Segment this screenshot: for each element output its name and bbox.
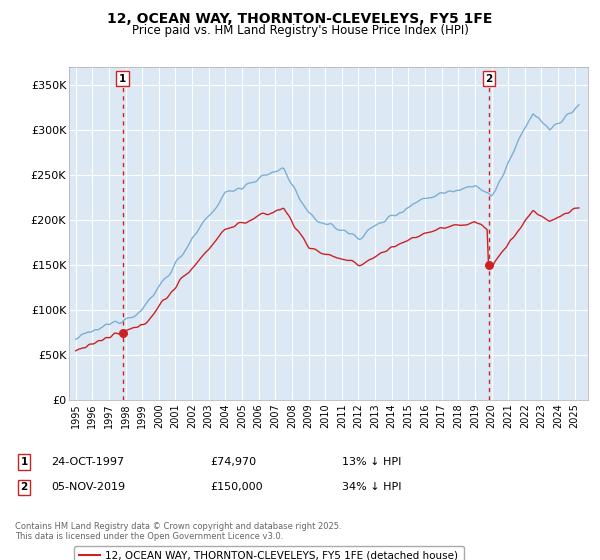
Text: 1: 1 xyxy=(20,457,28,467)
Text: 13% ↓ HPI: 13% ↓ HPI xyxy=(342,457,401,467)
Text: 2: 2 xyxy=(20,482,28,492)
Text: 05-NOV-2019: 05-NOV-2019 xyxy=(51,482,125,492)
Text: Price paid vs. HM Land Registry's House Price Index (HPI): Price paid vs. HM Land Registry's House … xyxy=(131,24,469,36)
Text: Contains HM Land Registry data © Crown copyright and database right 2025.
This d: Contains HM Land Registry data © Crown c… xyxy=(15,522,341,542)
Text: 2: 2 xyxy=(485,74,493,84)
Text: 24-OCT-1997: 24-OCT-1997 xyxy=(51,457,124,467)
Text: 34% ↓ HPI: 34% ↓ HPI xyxy=(342,482,401,492)
Text: £150,000: £150,000 xyxy=(210,482,263,492)
Text: 12, OCEAN WAY, THORNTON-CLEVELEYS, FY5 1FE: 12, OCEAN WAY, THORNTON-CLEVELEYS, FY5 1… xyxy=(107,12,493,26)
Text: £74,970: £74,970 xyxy=(210,457,256,467)
Legend: 12, OCEAN WAY, THORNTON-CLEVELEYS, FY5 1FE (detached house), HPI: Average price,: 12, OCEAN WAY, THORNTON-CLEVELEYS, FY5 1… xyxy=(74,545,464,560)
Text: 1: 1 xyxy=(119,74,126,84)
Point xyxy=(118,328,127,337)
Point xyxy=(484,261,494,270)
